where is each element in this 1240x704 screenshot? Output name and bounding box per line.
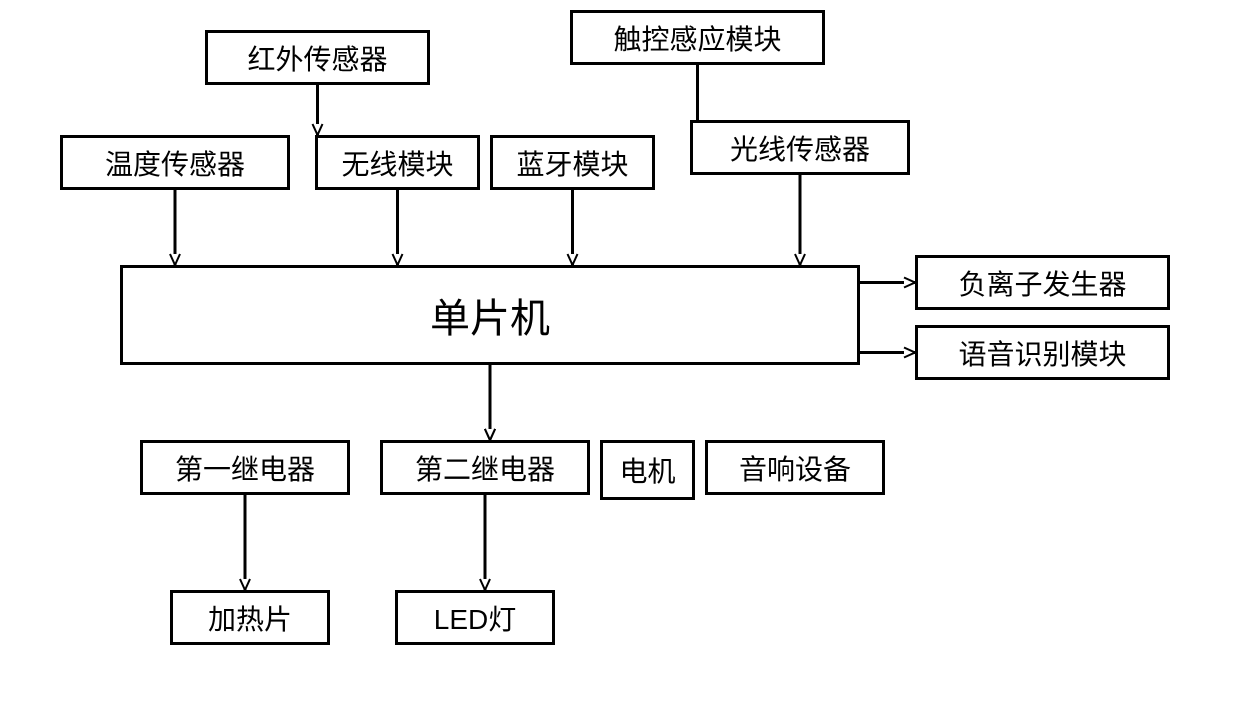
block-neg: 负离子发生器: [915, 255, 1170, 310]
block-ir: 红外传感器: [205, 30, 430, 85]
block-voice: 语音识别模块: [915, 325, 1170, 380]
block-led: LED灯: [395, 590, 555, 645]
block-relay2: 第二继电器: [380, 440, 590, 495]
block-mcu: 单片机: [120, 265, 860, 365]
block-bt: 蓝牙模块: [490, 135, 655, 190]
block-heater: 加热片: [170, 590, 330, 645]
block-light: 光线传感器: [690, 120, 910, 175]
block-motor: 电机: [600, 440, 695, 500]
block-touch: 触控感应模块: [570, 10, 825, 65]
block-speaker: 音响设备: [705, 440, 885, 495]
block-wifi: 无线模块: [315, 135, 480, 190]
block-temp: 温度传感器: [60, 135, 290, 190]
block-relay1: 第一继电器: [140, 440, 350, 495]
diagram-canvas: 单片机 温度传感器 红外传感器无线模块 触控感应模块蓝牙模块光线传感器负离子发生器语音…: [0, 0, 1240, 704]
